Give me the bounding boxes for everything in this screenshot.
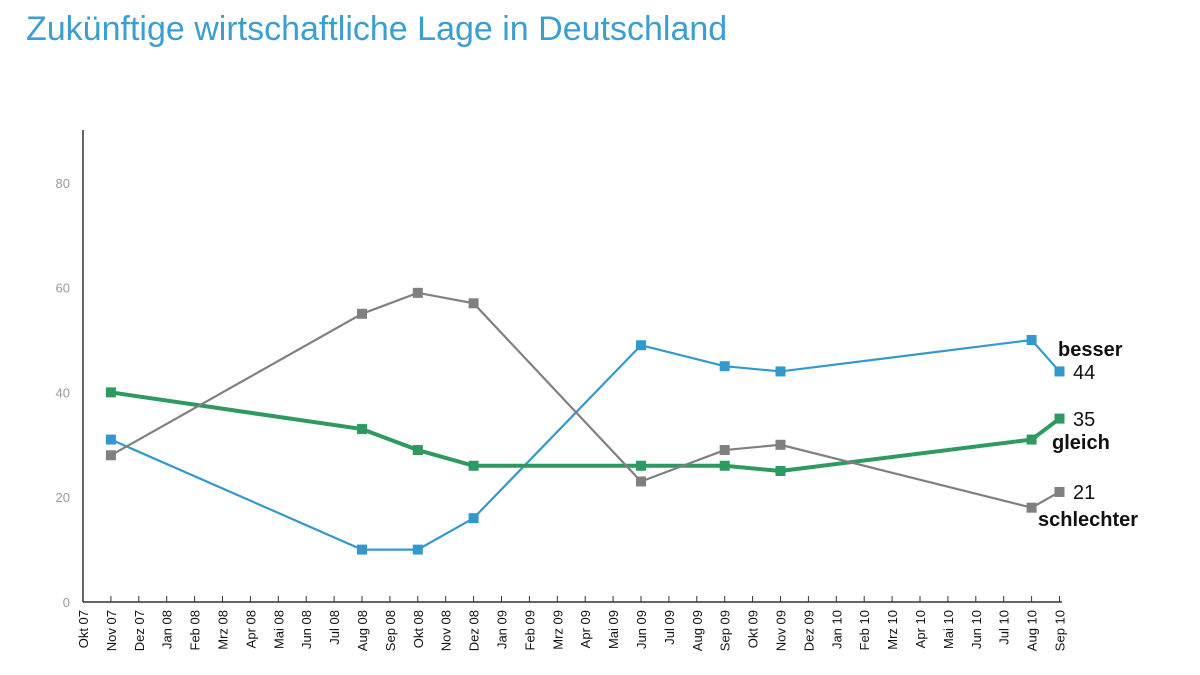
x-tick-label: Okt 09 (746, 610, 761, 648)
series-line-schlechter (110, 291, 1061, 509)
data-point-gleich (412, 445, 423, 456)
data-point-gleich (636, 460, 646, 471)
data-point-besser (636, 340, 646, 351)
x-tick-label: Nov 07 (104, 610, 119, 651)
data-point-gleich (105, 387, 116, 398)
x-tick-label: Mrz 08 (216, 610, 231, 650)
x-tick-label: Mai 10 (941, 610, 956, 649)
x-tick-label: Mrz 10 (885, 610, 900, 650)
x-tick-label: Apr 08 (243, 610, 258, 648)
data-point-schlechter (1054, 486, 1065, 497)
x-tick-label: Aug 09 (690, 610, 705, 651)
x-tick-label: Sep 09 (718, 610, 733, 651)
series-label-besser: besser (1058, 339, 1123, 361)
x-tick-label: Feb 09 (522, 610, 537, 650)
series-label-schlechter: schlechter (1038, 509, 1138, 531)
data-point-besser (105, 434, 116, 445)
data-point-besser (357, 544, 367, 555)
end-value-gleich: 35 (1073, 409, 1095, 431)
x-tick-label: Jun 10 (969, 610, 984, 649)
x-tick-label: Jun 09 (634, 610, 649, 649)
y-tick-label: 20 (56, 490, 70, 505)
data-point-schlechter (1026, 502, 1037, 513)
y-tick-label: 0 (63, 595, 70, 610)
data-point-schlechter (105, 450, 116, 461)
data-point-gleich (719, 460, 730, 471)
x-tick-label: Jan 08 (160, 610, 175, 649)
x-tick-label: Jul 10 (997, 610, 1012, 645)
series-label-gleich: gleich (1052, 432, 1110, 454)
x-tick-label: Okt 07 (76, 610, 91, 648)
chart-title: Zukünftige wirtschaftliche Lage in Deuts… (26, 10, 728, 48)
data-point-besser (775, 366, 786, 377)
data-point-besser (1026, 335, 1037, 345)
end-value-besser: 44 (1073, 362, 1095, 384)
x-tick-label: Dez 07 (132, 610, 147, 651)
x-tick-label: Jul 09 (662, 610, 677, 645)
y-tick-label: 80 (56, 176, 70, 191)
data-point-gleich (775, 466, 786, 476)
data-point-besser (468, 513, 479, 524)
x-tick-label: Okt 08 (411, 610, 426, 648)
x-tick-label: Aug 08 (355, 610, 370, 651)
data-point-schlechter (412, 287, 423, 298)
x-tick-label: Jan 09 (495, 610, 510, 649)
x-tick-label: Sep 10 (1053, 610, 1068, 651)
data-point-gleich (1026, 434, 1037, 445)
data-point-schlechter (468, 298, 479, 309)
end-value-schlechter: 21 (1073, 482, 1095, 504)
x-tick-label: Feb 08 (188, 610, 203, 650)
x-tick-label: Dez 08 (467, 610, 482, 651)
data-point-besser (1054, 366, 1065, 377)
data-point-schlechter (775, 439, 786, 450)
data-point-gleich (357, 424, 367, 435)
x-tick-label: Mai 08 (271, 610, 286, 649)
x-tick-label: Mrz 09 (550, 610, 565, 650)
x-tick-label: Apr 10 (913, 610, 928, 648)
data-point-schlechter (357, 308, 367, 319)
series-line-besser (110, 338, 1061, 551)
x-tick-label: Jun 08 (299, 610, 314, 649)
data-point-gleich (1054, 413, 1065, 424)
x-tick-label: Feb 10 (857, 610, 872, 650)
data-point-schlechter (636, 476, 646, 487)
data-point-besser (719, 361, 730, 372)
y-tick-label: 40 (56, 385, 70, 400)
data-point-gleich (468, 460, 479, 471)
x-tick-label: Dez 09 (801, 610, 816, 651)
x-tick-label: Jul 08 (327, 610, 342, 645)
x-tick-label: Aug 10 (1025, 610, 1040, 651)
x-tick-label: Nov 09 (774, 610, 789, 651)
x-tick-label: Jan 10 (829, 610, 844, 649)
data-point-schlechter (719, 445, 730, 456)
y-tick-label: 60 (56, 281, 70, 296)
data-point-besser (412, 544, 423, 555)
x-tick-label: Apr 09 (578, 610, 593, 648)
x-tick-label: Nov 08 (439, 610, 454, 651)
x-tick-label: Mai 09 (606, 610, 621, 649)
x-tick-label: Sep 08 (383, 610, 398, 651)
